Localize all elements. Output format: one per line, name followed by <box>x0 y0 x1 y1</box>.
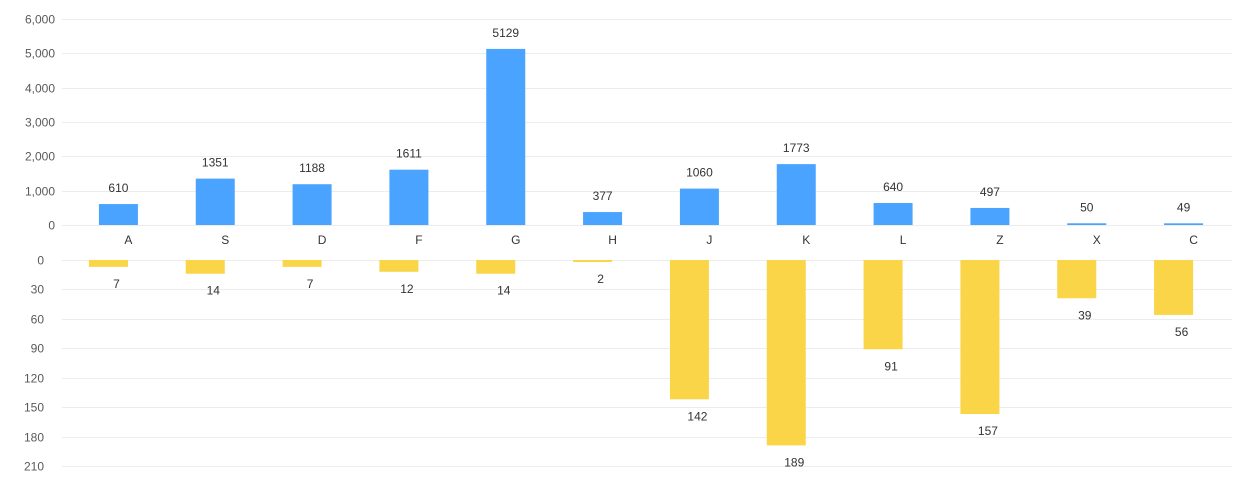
category-label: K <box>802 233 810 247</box>
top-y-tick-label: 3,000 <box>25 116 55 130</box>
bottom-bar <box>282 260 322 267</box>
bottom-data-label: 91 <box>884 359 898 373</box>
bottom-data-label: 189 <box>784 455 804 469</box>
top-data-label: 497 <box>980 185 1000 199</box>
top-bar <box>1164 223 1204 225</box>
bottom-bar <box>960 260 1000 415</box>
category-label: F <box>415 233 422 247</box>
top-data-label: 1188 <box>299 161 325 175</box>
bottom-bar <box>863 260 903 350</box>
bottom-y-tick-label: 180 <box>24 431 44 445</box>
category-label: J <box>706 233 712 247</box>
top-bar <box>292 184 332 225</box>
bottom-gridlines <box>62 260 1232 467</box>
bottom-data-label: 56 <box>1175 325 1189 339</box>
category-label: C <box>1189 233 1198 247</box>
top-bar <box>195 178 235 225</box>
bottom-data-label: 157 <box>978 424 998 438</box>
bottom-y-tick-label: 150 <box>24 401 44 415</box>
bottom-bar <box>1154 260 1194 315</box>
top-data-label: 5129 <box>492 26 519 40</box>
category-label: X <box>1093 233 1101 247</box>
category-label: Z <box>996 233 1003 247</box>
top-bar <box>486 48 526 226</box>
top-y-tick-label: 6,000 <box>25 13 55 27</box>
bottom-y-tick-label: 30 <box>31 283 45 297</box>
bottom-y-axis-ticks: 0 30 60 90 120 150 180 210 <box>24 254 44 474</box>
category-label: L <box>900 233 907 247</box>
top-data-label: 1060 <box>686 166 713 180</box>
bottom-data-label: 14 <box>207 284 221 298</box>
top-data-label: 1773 <box>783 141 810 155</box>
bottom-y-tick-label: 90 <box>31 342 45 356</box>
bottom-bar <box>766 260 806 446</box>
top-bar <box>98 204 138 225</box>
bottom-bar <box>185 260 225 274</box>
top-bar <box>679 188 719 225</box>
bottom-data-label: 14 <box>497 284 511 298</box>
top-bar <box>389 169 429 225</box>
top-bar <box>970 207 1010 225</box>
top-y-tick-label: 5,000 <box>25 47 55 61</box>
bottom-bar <box>476 260 516 274</box>
top-data-label: 610 <box>108 181 128 195</box>
bottom-bar <box>1057 260 1097 299</box>
bottom-data-label: 12 <box>400 282 414 296</box>
top-data-label: 1611 <box>396 147 422 161</box>
top-bar <box>1067 223 1107 225</box>
top-bar <box>873 203 913 225</box>
top-data-label: 377 <box>593 189 613 203</box>
top-gridlines <box>62 19 1232 226</box>
bottom-bar-series <box>88 260 1194 446</box>
bottom-data-label: 39 <box>1078 308 1092 322</box>
top-data-label: 1351 <box>202 156 229 170</box>
category-label: A <box>124 233 132 247</box>
category-label: H <box>608 233 617 247</box>
bottom-data-label: 142 <box>687 409 707 423</box>
bottom-y-tick-label: 120 <box>24 372 44 386</box>
top-y-tick-label: 2,000 <box>25 150 55 164</box>
bottom-y-tick-label: 60 <box>31 313 45 327</box>
top-bar-series <box>98 48 1204 226</box>
bottom-bar <box>573 260 613 262</box>
bottom-data-label: 7 <box>113 277 120 291</box>
category-label: D <box>318 233 327 247</box>
top-bar <box>776 164 816 225</box>
bottom-y-tick-label: 0 <box>37 254 44 268</box>
top-data-labels: 610 1351 1188 1611 5129 377 1060 1773 640 497 50 49 <box>108 26 1190 214</box>
top-data-label: 49 <box>1177 200 1191 214</box>
bottom-bar <box>669 260 709 400</box>
top-y-axis-ticks: 0 1,000 2,000 3,000 4,000 5,000 6,000 <box>25 13 55 233</box>
top-y-tick-label: 0 <box>48 219 55 233</box>
category-label: G <box>511 233 520 247</box>
top-data-label: 640 <box>883 180 903 194</box>
category-label: S <box>221 233 229 247</box>
bottom-data-label: 2 <box>597 272 604 286</box>
top-y-tick-label: 1,000 <box>25 185 55 199</box>
top-data-label: 50 <box>1080 200 1094 214</box>
bottom-bar <box>379 260 419 272</box>
bottom-data-label: 7 <box>307 277 314 291</box>
top-bar <box>583 212 623 225</box>
bottom-y-tick-label: 210 <box>24 460 44 474</box>
top-y-tick-label: 4,000 <box>25 82 55 96</box>
bottom-bar <box>88 260 128 267</box>
